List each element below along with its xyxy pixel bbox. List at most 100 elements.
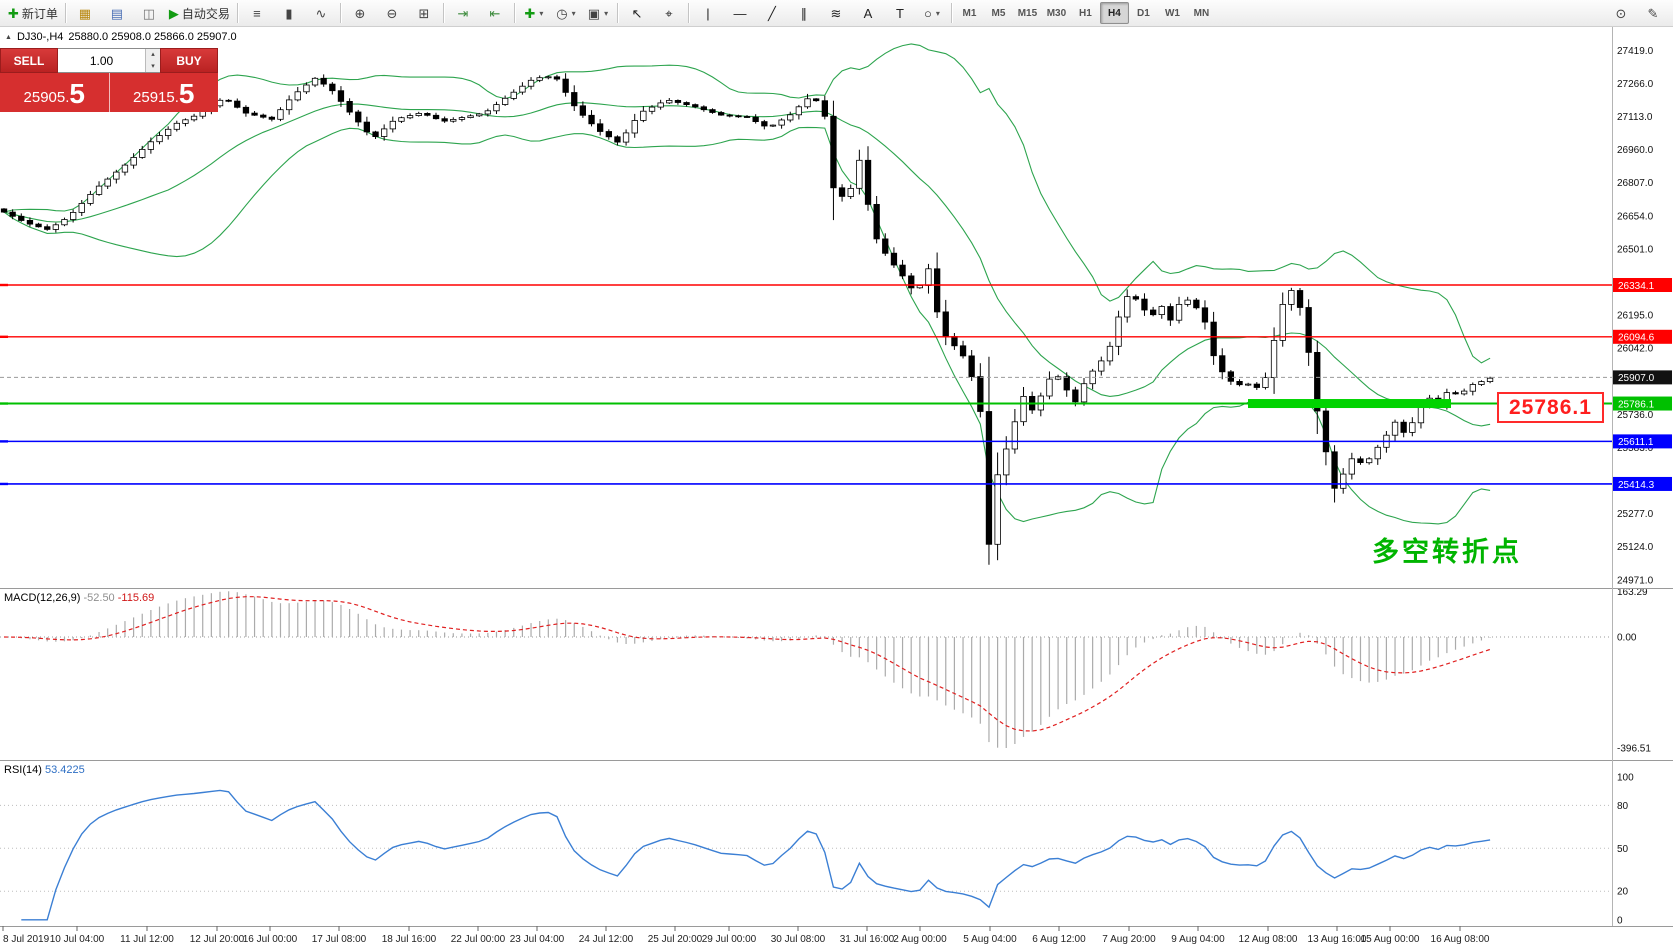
timeframe-h1[interactable]: H1 <box>1079 7 1092 19</box>
edit-button[interactable]: ✎ <box>1637 1 1669 25</box>
templates-button[interactable]: ▣ ▾ <box>582 1 614 25</box>
timeframe-m15[interactable]: M15 <box>1017 7 1038 19</box>
bars-chart-button[interactable]: ≡ <box>241 1 273 25</box>
time-label: 25 Jul 20:00 <box>648 934 703 945</box>
macd-main-value: -52.50 <box>83 592 115 604</box>
time-label: 29 Jul 00:00 <box>702 934 757 945</box>
indicators-button[interactable]: ✚ ▾ <box>518 1 550 25</box>
template-icon: ▣ <box>587 5 601 21</box>
candlesticks <box>0 73 1494 565</box>
candles-chart-icon: ▮ <box>285 5 293 21</box>
macd-axis-label: 0.00 <box>1617 633 1637 644</box>
buy-button[interactable]: BUY <box>160 48 218 73</box>
sell-price-small: 25905. <box>23 89 70 107</box>
sell-price[interactable]: 25905. 5 <box>0 73 110 112</box>
market-watch-button[interactable]: ▦ <box>69 1 101 25</box>
highlight-band[interactable] <box>1248 399 1451 409</box>
toolbar-separator <box>236 3 238 23</box>
data-window-button[interactable]: ▤ <box>101 1 133 25</box>
toolbar-separator <box>339 3 341 23</box>
vertical-line-button[interactable]: | <box>692 1 724 25</box>
price-badge: 26094.6 <box>1613 329 1672 344</box>
periods-button[interactable]: ◷ ▾ <box>550 1 582 25</box>
chart-shift-button[interactable]: ⇤ <box>479 1 511 25</box>
price-badge: 25414.3 <box>1613 476 1672 491</box>
chart-header: ▲ DJ30-,H4 25880.0 25908.0 25866.0 25907… <box>5 31 237 43</box>
timeframe-h4[interactable]: H4 <box>1099 2 1129 24</box>
navigator-button[interactable]: ◫ <box>133 1 165 25</box>
price-level-callout[interactable]: 25786.1 <box>1497 392 1604 423</box>
sell-button[interactable]: SELL <box>0 48 58 73</box>
text-button[interactable]: A <box>852 1 884 25</box>
tile-windows-button[interactable]: ⊞ <box>408 1 440 25</box>
rsi-line <box>21 789 1491 921</box>
time-label: 30 Jul 08:00 <box>771 934 826 945</box>
time-label: 23 Jul 04:00 <box>510 934 565 945</box>
time-label: 16 Jul 00:00 <box>243 934 298 945</box>
candles-chart-button[interactable]: ▮ <box>273 1 305 25</box>
macd-histogram <box>12 591 1491 748</box>
toolbar-right-group: ⊙ ✎ <box>1605 1 1669 25</box>
chevron-down-icon: ▾ <box>571 8 576 18</box>
timeframe-m30[interactable]: M30 <box>1046 7 1067 19</box>
time-label: 2 Aug 00:00 <box>893 934 947 945</box>
search-button[interactable]: ⊙ <box>1605 1 1637 25</box>
rsi-value: 53.4225 <box>44 764 85 776</box>
line-chart-button[interactable]: ∿ <box>305 1 337 25</box>
trendline-button[interactable]: ╱ <box>756 1 788 25</box>
svg-text:26334.1: 26334.1 <box>1618 281 1655 292</box>
zoom-out-button[interactable]: ⊖ <box>376 1 408 25</box>
crosshair-button[interactable]: ⌖ <box>653 1 685 25</box>
chart-annotation-text[interactable]: 多空转折点 <box>1372 537 1522 567</box>
timeframe-w1[interactable]: W1 <box>1164 7 1180 19</box>
chevron-down-icon: ▾ <box>539 8 544 18</box>
price-tick: 25583.0 <box>1617 443 1654 454</box>
text-icon: A <box>863 5 873 21</box>
shapes-button[interactable]: ○ ▾ <box>916 1 948 25</box>
volume-down-icon[interactable]: ▾ <box>146 60 160 72</box>
svg-text:26094.6: 26094.6 <box>1618 333 1655 344</box>
horizontal-line-button[interactable]: — <box>724 1 756 25</box>
price-tick: 27113.0 <box>1617 112 1653 123</box>
macd-signal-line <box>3 596 1491 732</box>
bars-chart-icon: ≡ <box>253 5 261 21</box>
cursor-button[interactable]: ↖ <box>621 1 653 25</box>
timeframe-mn[interactable]: MN <box>1193 7 1210 19</box>
auto-scroll-button[interactable]: ⇥ <box>447 1 479 25</box>
tile-windows-icon: ⊞ <box>418 5 430 21</box>
timeframe-m1[interactable]: M1 <box>962 7 977 19</box>
svg-text:25414.3: 25414.3 <box>1618 480 1655 491</box>
price-tick: 27266.0 <box>1617 79 1654 90</box>
new-order-button-label: 新订单 <box>21 6 58 21</box>
auto-scroll-icon: ⇥ <box>457 5 469 21</box>
symbol-marker-icon: ▲ <box>5 33 12 41</box>
zoom-in-button[interactable]: ⊕ <box>344 1 376 25</box>
fibonacci-button[interactable]: ≋ <box>820 1 852 25</box>
buy-price[interactable]: 25915. 5 <box>109 73 218 112</box>
volume-up-icon[interactable]: ▴ <box>146 49 160 61</box>
level-lines[interactable] <box>0 283 1612 486</box>
price-axis[interactable] <box>1612 27 1673 926</box>
channel-button[interactable]: ∥ <box>788 1 820 25</box>
time-label: 6 Aug 12:00 <box>1032 934 1086 945</box>
data-window-icon: ▤ <box>110 5 124 21</box>
timeframe-m5[interactable]: M5 <box>991 7 1006 19</box>
time-label: 10 Jul 04:00 <box>50 934 105 945</box>
volume-input[interactable] <box>58 49 145 72</box>
rsi-axis-label: 20 <box>1617 887 1629 898</box>
time-label: 31 Jul 16:00 <box>840 934 895 945</box>
time-label: 9 Aug 04:00 <box>1171 934 1225 945</box>
navigator-icon: ◫ <box>142 5 156 21</box>
timeframe-d1[interactable]: D1 <box>1137 7 1150 19</box>
new-order-button[interactable]: ✚ 新订单 <box>4 1 62 25</box>
play-icon: ▶ <box>168 5 179 21</box>
price-axis-labels: 27419.0 27266.0 27113.0 26960.0 26807.0 26654… <box>1613 46 1672 586</box>
toolbar-separator <box>64 3 66 23</box>
time-label: 15 Aug 00:00 <box>1361 934 1420 945</box>
market-watch-icon: ▦ <box>78 5 92 21</box>
auto-trading-button[interactable]: ▶ 自动交易 <box>165 1 234 25</box>
fibonacci-icon: ≋ <box>830 5 842 21</box>
time-label: 22 Jul 00:00 <box>451 934 506 945</box>
text-label-button[interactable]: T <box>884 1 916 25</box>
